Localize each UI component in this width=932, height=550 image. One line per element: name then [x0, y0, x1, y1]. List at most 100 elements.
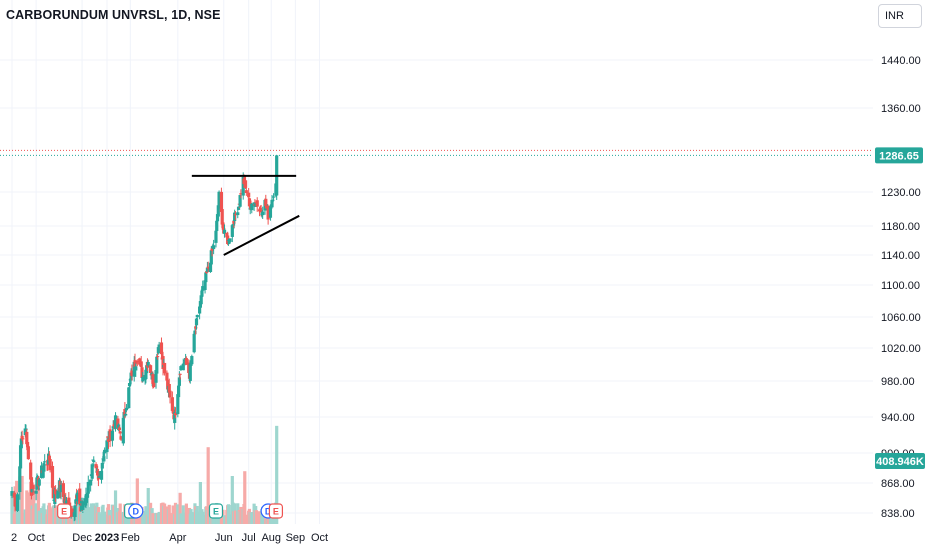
- candle-body: [230, 225, 234, 237]
- last-price-label-bg: [875, 147, 923, 164]
- last-volume-label-bg: [875, 453, 925, 469]
- candle-body: [26, 446, 30, 460]
- candle-body: [209, 250, 213, 265]
- price-tick-label: 1360.00: [881, 103, 921, 115]
- volume-bar: [201, 511, 205, 524]
- price-tick-label: 1140.00: [881, 250, 920, 262]
- grid-lines: [0, 0, 873, 524]
- volume-bar: [119, 513, 123, 524]
- candle-body: [141, 376, 145, 382]
- candle-body: [225, 232, 229, 238]
- candle-body: [155, 356, 159, 374]
- time-tick-label: Feb: [121, 532, 140, 544]
- candle-body: [205, 271, 209, 273]
- candle-body: [90, 464, 94, 479]
- candle-body: [97, 476, 101, 478]
- candle-body: [124, 407, 129, 411]
- candle-body: [271, 196, 276, 198]
- volume-bar: [103, 511, 107, 524]
- volume-bar: [173, 502, 178, 524]
- candle-body: [238, 195, 242, 207]
- event-markers: EEDEDE: [57, 503, 284, 519]
- time-tick-label: Sep: [286, 532, 306, 544]
- currency-button[interactable]: INR: [878, 4, 922, 28]
- candle-body: [201, 286, 205, 291]
- volume-bar: [97, 512, 101, 524]
- candle-body: [214, 230, 218, 243]
- candle-body: [261, 211, 265, 216]
- candle-body: [29, 462, 33, 480]
- candle-body: [50, 465, 55, 488]
- volume-bar: [239, 506, 243, 524]
- candle-body: [181, 363, 185, 371]
- candle-body: [127, 383, 132, 387]
- volume-bar: [37, 510, 41, 524]
- earnings-badge: [268, 503, 284, 519]
- candle-body: [188, 363, 192, 381]
- candle-body: [255, 200, 259, 207]
- time-axis[interactable]: 2 Oct Dec 2023 Feb Apr Jun Jul Aug Sep Oct: [0, 526, 873, 550]
- candle-body: [94, 464, 98, 469]
- candle-body: [59, 484, 63, 493]
- volume-bar: [250, 512, 254, 524]
- volume-bar: [181, 505, 185, 524]
- price-axis[interactable]: 838.00868.00900.00940.00980.001020.00106…: [873, 0, 932, 550]
- volume-bar: [81, 512, 85, 524]
- candle-body: [227, 241, 231, 244]
- candle-body: [13, 497, 17, 507]
- volume-bar: [70, 513, 74, 524]
- candle-body: [244, 190, 248, 193]
- candle-body: [217, 191, 221, 209]
- candle-body: [177, 377, 181, 386]
- candle-body: [220, 209, 224, 225]
- volume-bar: [266, 513, 270, 524]
- candle-body: [102, 456, 106, 462]
- candle-body: [236, 212, 240, 216]
- candle-body: [124, 413, 128, 416]
- candle-body: [232, 220, 236, 224]
- candle-body: [84, 495, 88, 504]
- volume-bar: [198, 482, 202, 524]
- candle-body: [135, 361, 139, 363]
- time-tick-label: Oct: [311, 532, 328, 544]
- volume-bar: [20, 475, 24, 524]
- event-label: D: [265, 506, 272, 516]
- candle-body: [162, 362, 167, 374]
- candle-body: [12, 492, 16, 498]
- candle-body: [30, 489, 34, 493]
- candle-body: [119, 436, 123, 440]
- candle-body: [134, 362, 139, 364]
- candle-body: [156, 347, 160, 354]
- price-tick-label: 1440.00: [881, 55, 921, 67]
- volume-bar: [36, 488, 41, 524]
- volume-bar: [255, 512, 259, 524]
- candle-body: [226, 235, 230, 245]
- volume-bar: [135, 478, 139, 524]
- candle-body: [127, 387, 131, 409]
- candle-body: [157, 344, 161, 347]
- dividend-circle: [128, 503, 144, 519]
- volume-bar: [178, 492, 182, 524]
- candle-body: [167, 383, 171, 393]
- volume-bar: [275, 425, 279, 524]
- candle-body: [24, 428, 28, 430]
- candle-body: [182, 363, 186, 365]
- candle-body: [264, 198, 268, 207]
- volume-bar: [15, 504, 20, 524]
- candle-body: [215, 214, 220, 222]
- volume-bar: [21, 512, 25, 524]
- earnings-marker-icon: E: [268, 503, 284, 519]
- time-tick-label: 2023: [95, 532, 119, 544]
- candle-body: [184, 358, 188, 365]
- volume-bar: [179, 513, 183, 524]
- candle-body: [259, 209, 263, 213]
- candle-body: [89, 479, 93, 486]
- candle-body: [233, 214, 238, 216]
- candle-body: [85, 492, 90, 498]
- candle-body: [200, 290, 204, 297]
- volume-bar: [195, 505, 199, 524]
- candle-body: [43, 461, 47, 463]
- candle-body: [192, 333, 196, 353]
- time-tick-label: Apr: [169, 532, 186, 544]
